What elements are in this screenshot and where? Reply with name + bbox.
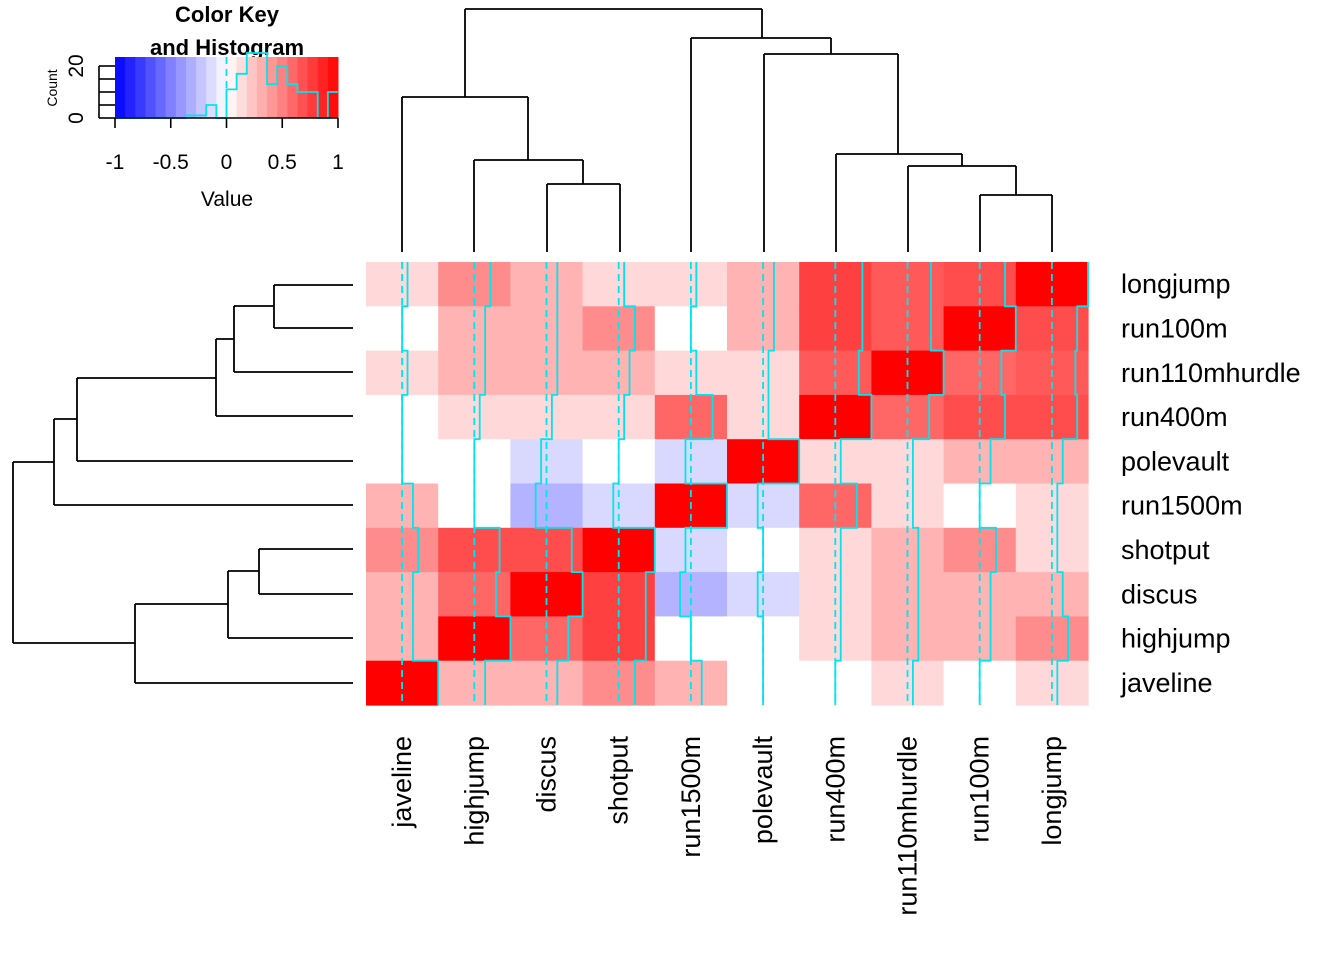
column-trace (679, 262, 728, 705)
column-labels: javeline highjump discus shotput run1500m pol… (387, 736, 1067, 916)
color-key-x-tick-label: -1 (106, 151, 125, 174)
column-label: run400m (820, 736, 850, 843)
row-labels: longjump run100m run110mhurdle run400m polev… (1120, 269, 1301, 698)
row-label: discus (1121, 579, 1198, 609)
color-key-x-tick-label: 0 (221, 151, 233, 174)
color-key-band (135, 57, 146, 118)
column-label: highjump (459, 736, 489, 846)
color-key-band (155, 57, 167, 118)
column-trace (834, 262, 873, 705)
row-label: run110mhurdle (1121, 358, 1301, 388)
column-label: run110mhurdle (893, 736, 923, 916)
color-key-band (115, 57, 126, 118)
column-label: run1500m (676, 736, 706, 858)
color-key-x-tick-label: 1 (332, 151, 344, 174)
color-key-band (206, 57, 217, 118)
row-label: javeline (1120, 668, 1213, 698)
color-key-x-tick-label: 0.5 (268, 151, 297, 174)
column-label: run100m (965, 736, 995, 843)
color-key-band (287, 57, 298, 118)
color-key-band (226, 57, 238, 118)
color-key-band (196, 57, 207, 118)
row-label: shotput (1121, 535, 1210, 565)
heatmap-traces (401, 262, 1089, 705)
column-trace (401, 262, 440, 705)
row-label: highjump (1121, 624, 1231, 654)
row-label: longjump (1121, 269, 1231, 299)
color-key-band (236, 57, 248, 118)
column-trace (612, 262, 656, 705)
color-key-band (125, 57, 136, 118)
color-key-band (267, 57, 278, 118)
color-key-band (327, 57, 339, 118)
row-label: polevault (1121, 446, 1230, 476)
color-key-title-line-2: and Histogram (150, 35, 304, 60)
color-key-y-tick-label: 20 (65, 54, 88, 77)
column-label: longjump (1037, 736, 1067, 846)
column-dendrogram (401, 8, 1053, 252)
row-label: run400m (1121, 402, 1228, 432)
color-key-gradient (115, 57, 339, 118)
color-key-title-line-1: Color Key (175, 2, 280, 27)
color-key-band (297, 57, 309, 118)
color-key-y-tick-label: 0 (65, 112, 88, 124)
color-key-band (216, 57, 227, 118)
row-label: run1500m (1121, 491, 1243, 521)
column-label: polevault (748, 736, 778, 845)
color-key-x-tick-label: -0.5 (153, 151, 189, 174)
column-label: discus (532, 736, 562, 813)
color-key-band (165, 57, 177, 118)
color-key-band (175, 57, 187, 118)
color-key-band (246, 57, 258, 118)
column-trace (978, 262, 1017, 705)
color-key-band (256, 57, 268, 118)
color-key-x-axis-title: Value (201, 188, 253, 211)
color-key-x-axis: -1 -0.5 0 0.5 1 (106, 117, 344, 174)
column-trace (473, 262, 512, 705)
column-trace (534, 262, 584, 705)
color-key: Color Key and Histogram -1 -0.5 0 0.5 1 020 … (44, 2, 344, 211)
column-label: shotput (604, 736, 634, 825)
column-trace (756, 262, 801, 705)
color-key-y-axis-title: Count (44, 69, 60, 106)
row-dendrogram (12, 284, 353, 684)
column-label: javeline (387, 736, 417, 829)
column-trace (1056, 262, 1089, 705)
color-key-y-axis: 0 20 (65, 54, 115, 124)
color-key-band (307, 57, 319, 118)
column-trace (912, 262, 945, 705)
row-label: run100m (1121, 313, 1228, 343)
color-key-band (145, 57, 157, 118)
color-key-band (185, 57, 197, 118)
color-key-band (277, 57, 288, 118)
color-key-band (317, 57, 329, 118)
